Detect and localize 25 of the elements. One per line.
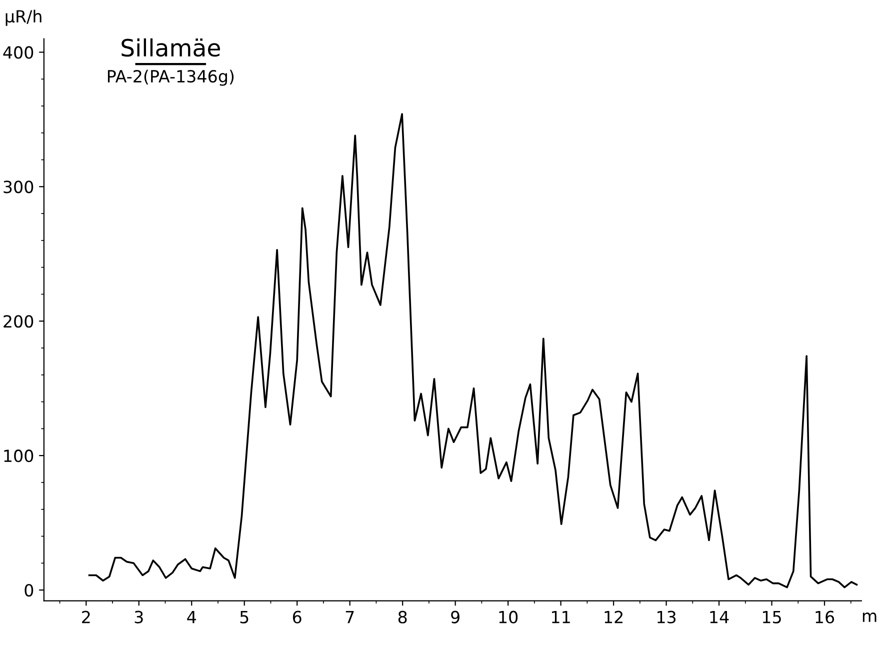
x-tick-label: 16	[816, 610, 834, 624]
text: PA-2(PA-1346g)	[108, 70, 234, 86]
x-tick-label: 3	[134, 610, 143, 624]
x-tick-label: 7	[346, 611, 354, 624]
x-tick-label: 8	[398, 610, 407, 624]
x-tick-label: 5	[240, 611, 248, 624]
x-tick-label: 2	[82, 610, 90, 624]
y-tick-label: 0	[24, 584, 34, 597]
line-series	[88, 113, 858, 588]
x-tick-label: 6	[292, 610, 302, 624]
y-tick-label: 300	[4, 180, 34, 194]
y-axis-title: μR/h	[6, 10, 42, 26]
x-tick-label: 9	[451, 610, 460, 624]
x-tick-label: 15	[762, 611, 781, 624]
x-tick-label: 10	[499, 610, 518, 624]
x-tick-label: 14	[710, 611, 729, 624]
y-tick-label: 200	[4, 315, 34, 328]
y-tick-label: 400	[3, 46, 34, 59]
x-tick-label: 4	[187, 611, 196, 624]
x-axis-title: m	[862, 612, 876, 622]
x-tick-label: 12	[604, 610, 622, 624]
x-tick-label: 13	[658, 610, 676, 624]
y-tick-label: 100	[4, 450, 34, 462]
x-tick-label: 11	[552, 611, 570, 624]
chart-title: Sillamäe	[122, 38, 220, 57]
